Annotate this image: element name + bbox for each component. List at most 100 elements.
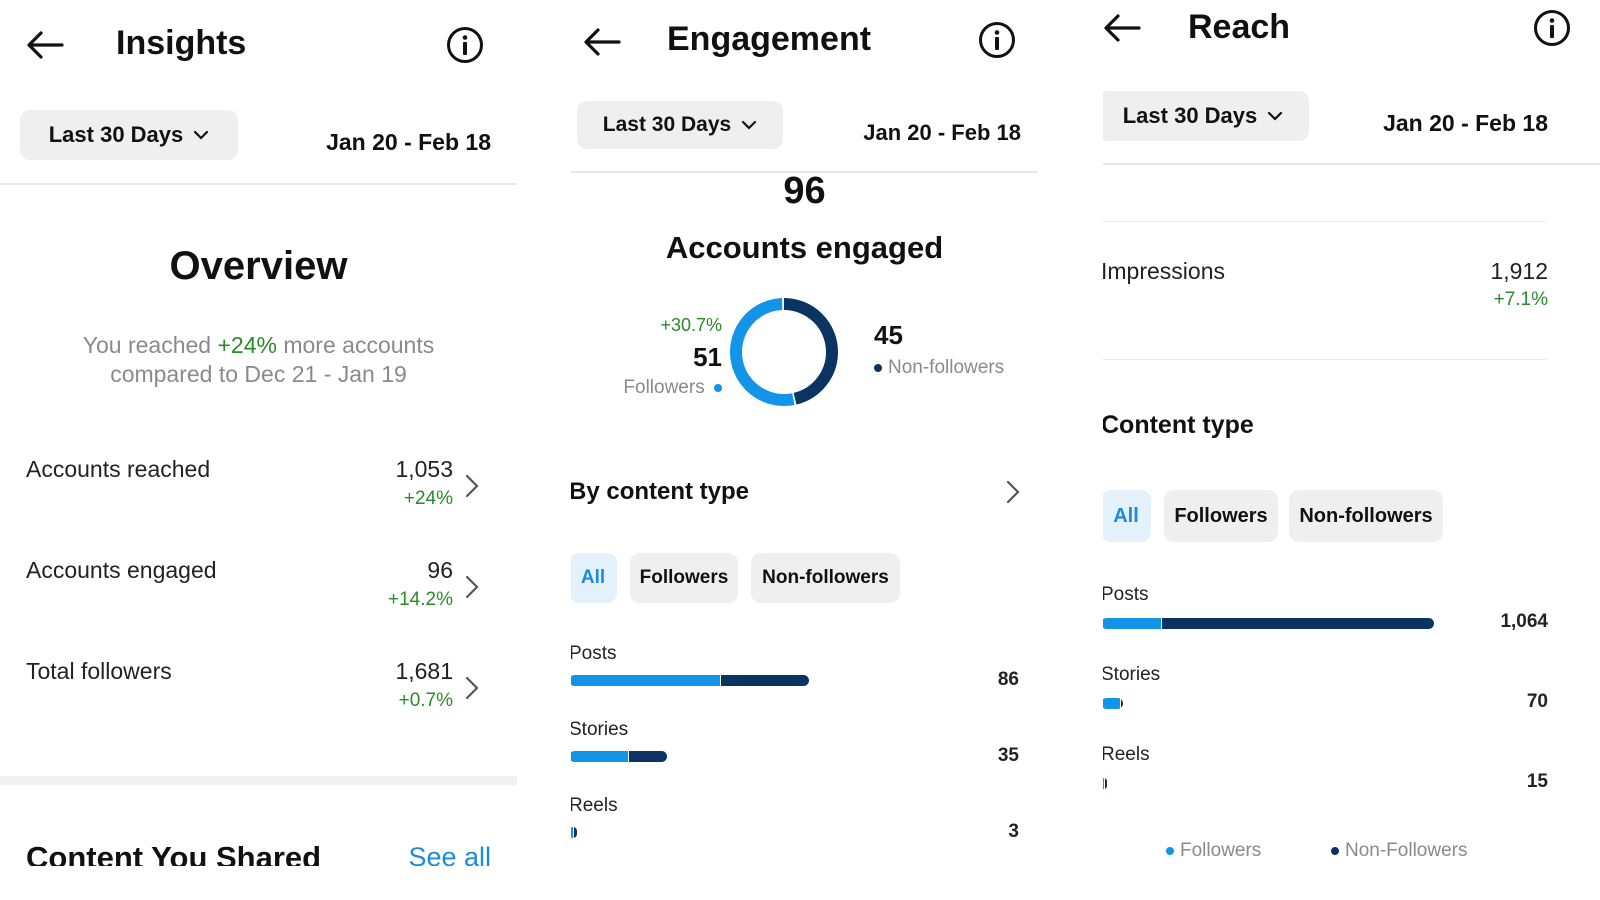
donut-nonfollowers-arc	[730, 298, 838, 406]
legend-nonfollowers: Non-Followers	[1331, 840, 1467, 862]
divider	[1103, 221, 1546, 222]
row-value: 1,053	[395, 456, 453, 482]
bar-stories-followers	[1103, 698, 1120, 709]
row-change: +24%	[403, 488, 453, 509]
chip-followers[interactable]: Followers	[1164, 490, 1278, 542]
followers-count: 51	[693, 342, 722, 372]
bar-value-posts: 1,064	[1500, 611, 1548, 632]
summary-highlight: +24%	[217, 332, 277, 358]
bar-reels-followers	[1103, 778, 1104, 789]
content-type-title: Content type	[1103, 411, 1254, 439]
bar-posts-followers	[571, 675, 721, 686]
bar-label-stories: Stories	[1103, 664, 1161, 685]
row-change: +0.7%	[398, 690, 453, 711]
bar-reels-followers	[571, 827, 574, 838]
followers-legend: Followers	[623, 377, 722, 399]
bar-stories	[1103, 698, 1123, 709]
row-label: Total followers	[26, 658, 172, 684]
page-title: Engagement	[667, 20, 872, 58]
bar-reels-nonfollowers	[574, 827, 578, 838]
back-arrow-icon[interactable]	[26, 30, 64, 60]
bar-posts-nonfollowers	[721, 675, 809, 686]
row-value: 1,681	[395, 658, 453, 684]
bar-reels	[571, 827, 578, 838]
accounts-engaged-row[interactable]: Accounts engaged 96 +14.2%	[0, 553, 517, 635]
followers-change: +30.7%	[660, 315, 722, 335]
bar-label-reels: Reels	[1103, 744, 1150, 765]
nonfollowers-count: 45	[874, 320, 903, 350]
date-range-text: Jan 20 - Feb 18	[1383, 110, 1548, 136]
back-arrow-icon[interactable]	[1103, 13, 1141, 43]
row-change: +14.2%	[388, 589, 453, 610]
engagement-panel: Engagement Last 30 Days Jan 20 - Feb 18 …	[571, 0, 1038, 900]
impressions-value: 1,912	[1490, 258, 1548, 284]
bar-reels-nonfollowers	[1105, 778, 1107, 789]
legend-followers: Followers	[1166, 840, 1261, 862]
date-range-dropdown[interactable]: Last 30 Days	[20, 110, 238, 160]
accounts-reached-row[interactable]: Accounts reached 1,053 +24%	[0, 452, 517, 534]
chevron-right-icon	[465, 575, 479, 599]
bar-posts-followers	[1103, 618, 1161, 629]
total-followers-row[interactable]: Total followers 1,681 +0.7%	[0, 654, 517, 736]
nonfollowers-legend: Non-followers	[874, 357, 1004, 379]
divider	[571, 171, 1038, 173]
row-value: 96	[427, 557, 453, 583]
engagement-donut-chart	[730, 298, 838, 406]
content-shared-header: Content You Shared See all	[0, 836, 517, 866]
divider	[1103, 163, 1600, 165]
chip-all[interactable]: All	[571, 553, 617, 603]
bar-posts	[571, 675, 809, 686]
by-content-type-row[interactable]: By content type	[571, 470, 1038, 518]
chevron-down-icon	[1268, 111, 1283, 121]
chevron-right-icon	[1006, 480, 1020, 504]
row-label: Accounts engaged	[26, 557, 217, 583]
overview-heading: Overview	[169, 244, 348, 288]
bar-value-reels: 15	[1526, 771, 1548, 792]
bar-stories-nonfollowers	[1120, 698, 1123, 709]
page-title: Reach	[1188, 8, 1291, 46]
nonfollowers-dot	[874, 363, 882, 372]
bar-stories-nonfollowers	[628, 751, 667, 762]
bar-value-posts: 86	[997, 669, 1019, 690]
content-shared-title: Content You Shared	[26, 840, 322, 866]
page-title: Insights	[116, 24, 247, 62]
date-range-dropdown[interactable]: Last 30 Days	[1103, 91, 1309, 141]
see-all-link[interactable]: See all	[408, 842, 491, 866]
date-range-text: Jan 20 - Feb 18	[863, 120, 1021, 145]
date-range-text: Jan 20 - Feb 18	[326, 129, 491, 155]
bar-label-reels: Reels	[571, 795, 618, 816]
bar-label-posts: Posts	[571, 643, 617, 664]
dropdown-label: Last 30 Days	[1122, 103, 1258, 128]
bar-posts-nonfollowers	[1161, 618, 1434, 629]
bar-posts	[1103, 618, 1434, 629]
nonfollowers-dot	[1331, 846, 1339, 855]
chip-nonfollowers[interactable]: Non-followers	[751, 553, 900, 603]
bar-value-reels: 3	[1008, 821, 1019, 842]
back-arrow-icon[interactable]	[583, 27, 621, 57]
chip-nonfollowers[interactable]: Non-followers	[1289, 490, 1443, 542]
chevron-down-icon	[194, 130, 209, 140]
bar-reels	[1103, 778, 1107, 789]
chip-all[interactable]: All	[1103, 490, 1151, 542]
engaged-label: Accounts engaged	[665, 230, 944, 265]
info-icon[interactable]	[1533, 9, 1571, 47]
date-range-dropdown[interactable]: Last 30 Days	[577, 101, 783, 149]
dropdown-label: Last 30 Days	[602, 113, 732, 136]
info-icon[interactable]	[978, 21, 1016, 59]
bar-value-stories: 70	[1526, 691, 1548, 712]
info-icon[interactable]	[446, 26, 484, 64]
impressions-label: Impressions	[1103, 258, 1225, 284]
row-label: Accounts reached	[26, 456, 211, 482]
insights-panel: Insights Last 30 Days Jan 20 - Feb 18 Ov…	[0, 0, 517, 900]
chip-followers[interactable]: Followers	[630, 553, 738, 603]
overview-summary: You reached +24% more accounts compared …	[82, 332, 435, 387]
bar-stories-followers	[571, 751, 628, 762]
dropdown-label: Last 30 Days	[48, 122, 184, 147]
impressions-change: +7.1%	[1493, 289, 1548, 310]
chevron-right-icon	[465, 474, 479, 498]
divider	[0, 183, 517, 185]
followers-dot	[714, 383, 722, 392]
followers-dot	[1166, 846, 1174, 855]
bar-label-posts: Posts	[1103, 584, 1149, 605]
section-separator	[0, 776, 517, 785]
